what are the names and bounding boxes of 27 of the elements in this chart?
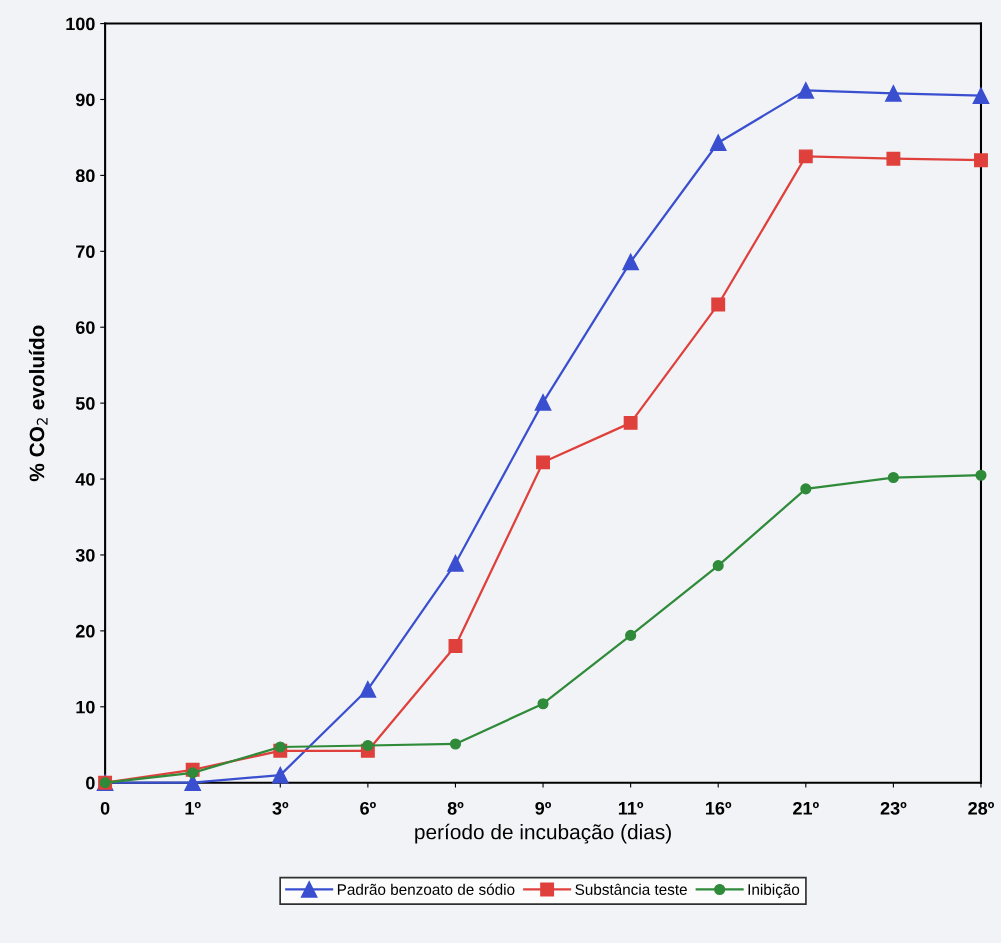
y-tick-label: 60: [75, 321, 95, 334]
legend-label: Inibição: [748, 883, 800, 899]
y-tick-label: 40: [75, 472, 95, 486]
y-tick-label: 20: [75, 624, 95, 638]
y-tick-label: 90: [75, 93, 95, 107]
y-tick-label: 80: [75, 169, 95, 183]
y-axis-title: % CO$_{2}$ evoluído: [28, 325, 48, 482]
legend-label: Padrão benzoato de sódio: [337, 883, 515, 895]
x-tick-label: 0: [100, 801, 110, 815]
x-tick-label: 8º: [447, 801, 464, 815]
x-tick-label: 3º: [272, 801, 289, 815]
y-tick-label: 50: [75, 397, 95, 410]
x-tick-label: 16º: [706, 801, 732, 815]
y-tick-label: 100: [66, 17, 95, 31]
y-tick-label: 30: [75, 548, 95, 562]
x-tick-label: 23º: [880, 801, 907, 815]
x-tick-label: 28º: [968, 801, 995, 815]
x-axis-title: período de incubação (dias): [415, 823, 671, 844]
x-tick-label: 9º: [535, 801, 552, 815]
x-tick-label: 1º: [185, 802, 201, 815]
x-tick-label: 11º: [618, 802, 644, 815]
legend-label: Substância teste: [575, 883, 687, 895]
x-tick-label: 21º: [793, 801, 819, 815]
x-tick-label: 6º: [360, 801, 376, 815]
y-tick-label: 0: [86, 776, 95, 790]
y-tick-label: 10: [76, 700, 95, 714]
y-tick-label: 70: [76, 245, 95, 259]
